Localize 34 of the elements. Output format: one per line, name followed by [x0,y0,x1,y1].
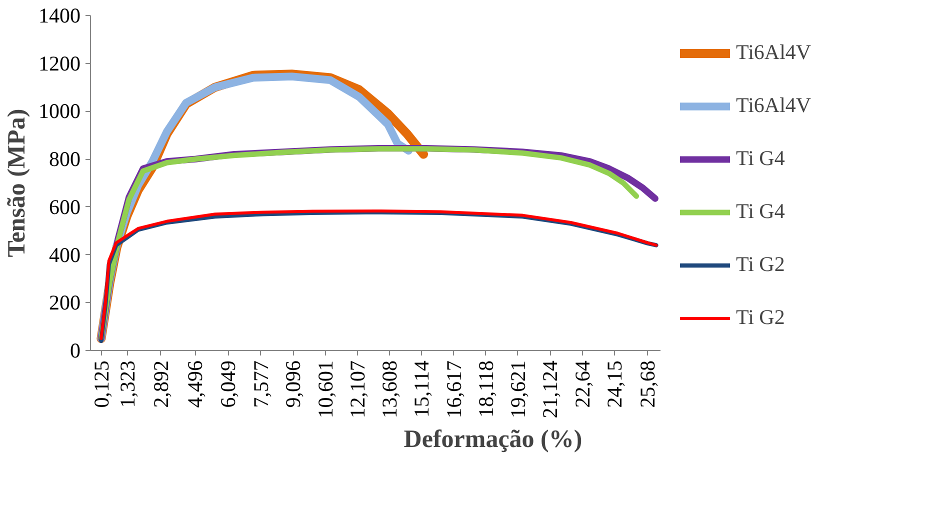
x-tick-label: 9,096 [281,360,306,408]
x-axis-title: Deformação (%) [404,426,582,454]
legend-label: Ti G2 [736,252,785,277]
x-tick-label: 25,68 [635,360,660,408]
y-tick-label: 0 [70,338,80,362]
legend-label: Ti6Al4V [736,40,812,65]
x-tick-label: 4,496 [183,360,208,408]
y-axis-title: Tensão (MPa) [4,108,30,258]
x-tick-label: 7,577 [248,360,273,408]
x-tick-label: 16,617 [442,360,466,418]
x-tick-label: 24,15 [602,360,627,408]
y-tick-label: 1000 [38,99,80,124]
legend-label: Ti G4 [736,146,785,171]
legend-label: Ti G4 [736,199,785,224]
x-tick-label: 10,601 [313,360,338,418]
y-tick-label: 1200 [38,51,80,76]
x-tick-label: 6,049 [216,360,240,408]
x-tick-label: 18,118 [474,360,498,418]
x-tick-label: 15,114 [410,360,434,418]
x-tick-label: 0,125 [90,360,114,408]
y-tick-label: 400 [49,242,80,267]
x-tick-label: 13,608 [378,360,402,418]
y-tick-label: 600 [49,194,80,219]
legend-label: Ti G2 [736,305,785,330]
x-tick-label: 19,621 [506,360,530,418]
x-tick-label: 22,64 [570,360,594,408]
y-tick-label: 800 [49,147,80,172]
x-tick-label: 21,124 [538,360,562,418]
y-tick-label: 200 [49,290,80,315]
x-tick-label: 1,323 [115,360,140,408]
y-tick-label: 1400 [38,4,80,28]
x-tick-label: 12,107 [346,360,370,418]
legend-label: Ti6Al4V [736,93,812,118]
x-tick-label: 2,892 [148,360,173,408]
